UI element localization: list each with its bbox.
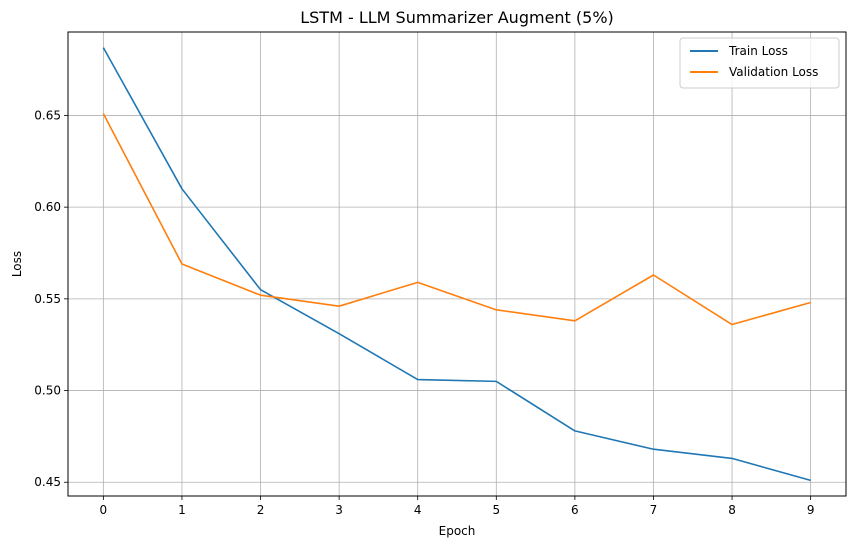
- x-tick-label: 9: [807, 503, 815, 517]
- y-axis-ticks: 0.45 0.50 0.55 0.60 0.65: [34, 108, 68, 489]
- legend-validation-loss-label: Validation Loss: [729, 65, 818, 79]
- x-axis-label: Epoch: [439, 524, 476, 538]
- x-axis-ticks: 0 1 2 3 4 5 6 7 8 9: [100, 496, 815, 517]
- plot-series: [102, 47, 811, 482]
- train-loss-line: [102, 47, 811, 482]
- x-tick-label: 1: [178, 503, 186, 517]
- legend-train-loss-label: Train Loss: [728, 44, 788, 58]
- y-tick-label: 0.55: [34, 292, 61, 306]
- x-tick-label: 6: [571, 503, 579, 517]
- plot-area-frame: [67, 31, 847, 497]
- chart-title: LSTM - LLM Summarizer Augment (5%): [300, 8, 614, 27]
- validation-loss-line: [102, 113, 811, 326]
- y-tick-label: 0.45: [34, 475, 61, 489]
- y-tick-label: 0.65: [34, 108, 61, 122]
- x-tick-label: 3: [335, 503, 343, 517]
- grid-lines: [68, 32, 846, 496]
- y-axis-label: Loss: [10, 251, 24, 277]
- legend-box: [679, 37, 840, 89]
- x-tick-label: 8: [728, 503, 736, 517]
- x-tick-label: 5: [492, 503, 500, 517]
- legend: Train Loss Validation Loss: [679, 37, 840, 89]
- x-tick-label: 4: [414, 503, 422, 517]
- y-tick-label: 0.60: [34, 200, 61, 214]
- y-tick-label: 0.50: [34, 384, 61, 398]
- x-tick-label: 0: [100, 503, 108, 517]
- x-tick-label: 2: [257, 503, 265, 517]
- x-tick-label: 7: [650, 503, 658, 517]
